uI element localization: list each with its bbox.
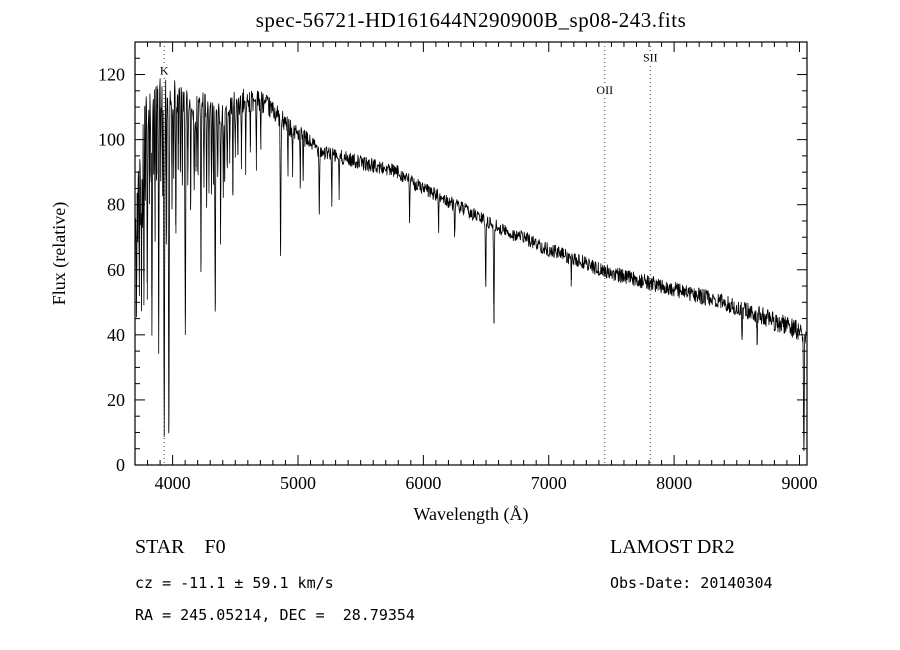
x-tick-label: 7000 xyxy=(531,473,567,493)
x-tick-label: 6000 xyxy=(405,473,441,493)
x-tick-label: 8000 xyxy=(656,473,692,493)
y-tick-label: 120 xyxy=(98,65,125,85)
x-axis-label: Wavelength (Å) xyxy=(413,504,528,525)
y-tick-label: 0 xyxy=(116,455,125,475)
spectrum-line xyxy=(135,78,807,452)
obs-date-label: Obs-Date: 20140304 xyxy=(610,574,773,592)
y-tick-label: 40 xyxy=(107,325,125,345)
y-tick-label: 60 xyxy=(107,260,125,280)
object-class-label: STAR F0 xyxy=(135,536,226,558)
y-tick-label: 80 xyxy=(107,195,125,215)
plot-frame xyxy=(134,41,808,466)
marker-label-OII: OII xyxy=(596,83,613,97)
y-tick-label: 20 xyxy=(107,390,125,410)
marker-label-K: K xyxy=(160,64,169,78)
coordinates-label: RA = 245.05214, DEC = 28.79354 xyxy=(135,606,415,624)
marker-label-SII: SII xyxy=(643,51,658,65)
x-tick-label: 9000 xyxy=(781,473,817,493)
plot-title: spec-56721-HD161644N290900B_sp08-243.fit… xyxy=(255,8,687,32)
x-tick-label: 4000 xyxy=(155,473,191,493)
redshift-velocity-label: cz = -11.1 ± 59.1 km/s xyxy=(135,574,334,592)
survey-label: LAMOST DR2 xyxy=(610,536,735,558)
y-axis-label: Flux (relative) xyxy=(49,202,70,305)
y-tick-label: 100 xyxy=(98,130,125,150)
x-tick-label: 5000 xyxy=(280,473,316,493)
